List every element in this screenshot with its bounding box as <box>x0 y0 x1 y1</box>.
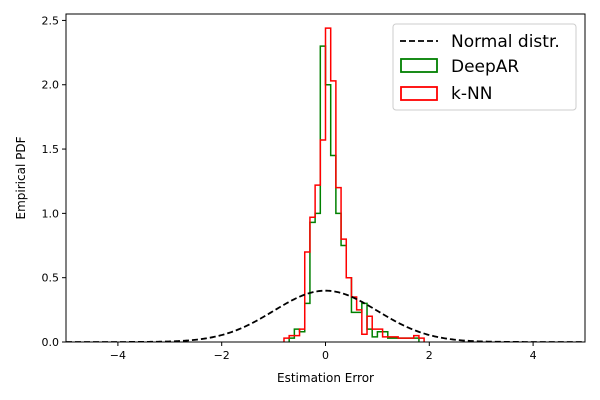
y-tick-label: 1.0 <box>42 207 60 220</box>
x-tick-label: 0 <box>322 349 329 362</box>
y-tick-label: 2.0 <box>42 79 60 92</box>
legend-normal-label: Normal distr. <box>451 32 560 52</box>
legend-frame <box>392 23 577 111</box>
legend-knn-label: k-NN <box>451 84 492 104</box>
legend-knn-swatch <box>400 86 438 101</box>
y-tick-label: 0.5 <box>42 272 60 285</box>
legend-deepar-label: DeepAR <box>451 57 519 77</box>
y-axis-label: Empirical PDF <box>14 136 28 219</box>
legend-deepar-swatch <box>400 58 438 73</box>
axis-layer: −4 −2 0 2 4 0.0 0.5 1.0 1.5 2.0 2.5 <box>42 14 537 362</box>
y-tick-label: 2.5 <box>42 14 60 27</box>
x-axis-label: Estimation Error <box>277 371 374 385</box>
x-tick-label: −4 <box>110 349 126 362</box>
legend: Normal distr. DeepAR k-NN <box>392 23 577 111</box>
y-tick-label: 0.0 <box>42 336 60 349</box>
histogram-k-nn <box>283 27 425 342</box>
x-tick-label: −2 <box>214 349 230 362</box>
x-tick-label: 2 <box>426 349 433 362</box>
y-tick-label: 1.5 <box>42 143 60 156</box>
x-tick-label: 4 <box>530 349 537 362</box>
